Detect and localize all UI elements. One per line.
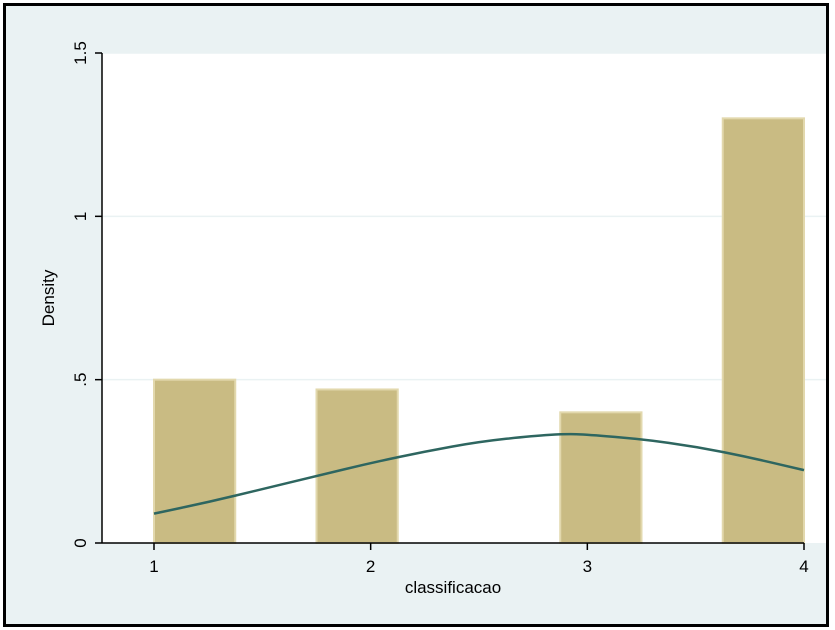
x-tick-label-1: 2: [366, 557, 375, 576]
y-tick-label-3: 1.5: [71, 41, 90, 65]
chart-frame: 0 .5 1 1.5 1 2 3 4 Density classificacao: [3, 3, 829, 627]
density-curve-layer: [153, 432, 805, 515]
axes: 0 .5 1 1.5 1 2 3 4: [71, 41, 809, 576]
bar-3: [559, 411, 643, 545]
bars: [153, 117, 805, 545]
x-axis-title: classificacao: [405, 578, 501, 597]
y-axis-title: Density: [39, 269, 58, 326]
bar-1: [153, 378, 237, 544]
x-tick-label-3: 4: [799, 557, 808, 576]
bar-4: [721, 117, 805, 544]
density-curve: [153, 432, 805, 515]
y-tick-label-0: 0: [71, 538, 90, 547]
histogram-chart: 0 .5 1 1.5 1 2 3 4 Density classificacao: [6, 6, 826, 624]
x-tick-label-2: 3: [583, 557, 592, 576]
y-tick-label-1: .5: [71, 373, 90, 387]
y-tick-label-2: 1: [71, 212, 90, 221]
x-tick-label-0: 1: [149, 557, 158, 576]
